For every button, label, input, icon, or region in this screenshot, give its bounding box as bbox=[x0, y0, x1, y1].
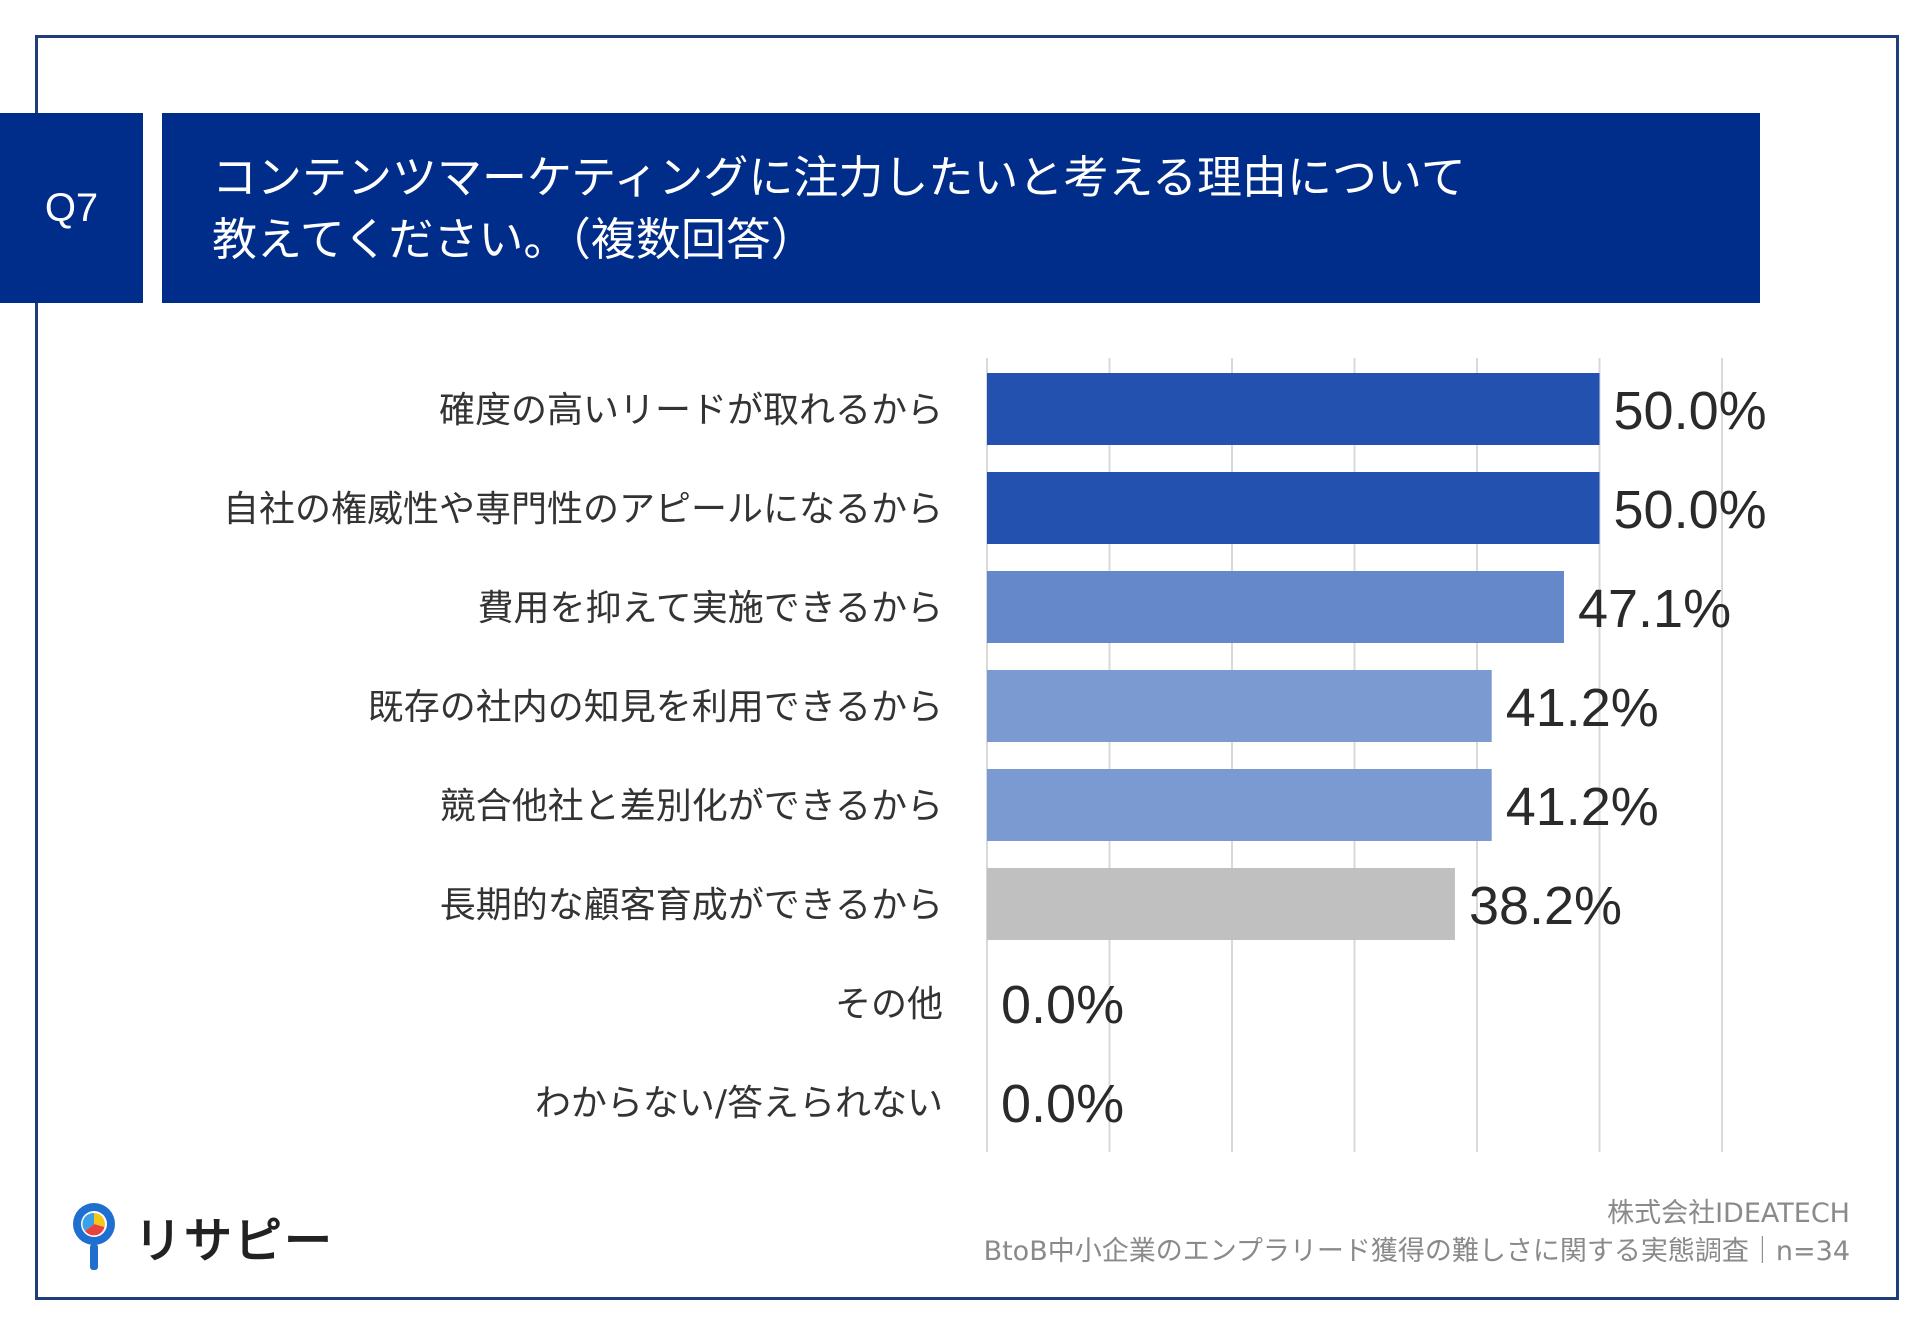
footer: 株式会社IDEATECH BtoB中小企業のエンプラリード獲得の難しさに関する実… bbox=[984, 1195, 1850, 1271]
category-label: 確度の高いリードが取れるから bbox=[439, 390, 943, 431]
bar bbox=[987, 571, 1564, 643]
question-badge: Q7 bbox=[0, 113, 143, 303]
bar bbox=[987, 769, 1492, 841]
value-label: 41.2% bbox=[1506, 777, 1659, 837]
category-label: その他 bbox=[835, 984, 943, 1025]
category-label: 費用を抑えて実施できるから bbox=[478, 588, 943, 629]
slide-frame bbox=[35, 35, 1899, 1300]
footer-survey: BtoB中小企業のエンプラリード獲得の難しさに関する実態調査｜n=34 bbox=[983, 1236, 1850, 1267]
value-label: 50.0% bbox=[1614, 381, 1767, 441]
bar bbox=[987, 472, 1600, 544]
value-label: 0.0% bbox=[1001, 975, 1124, 1035]
category-label: 既存の社内の知見を利用できるから bbox=[368, 687, 943, 728]
title-bar: コンテンツマーケティングに注力したいと考える理由について 教えてください。（複数… bbox=[162, 113, 1760, 303]
category-label: わからない/答えられない bbox=[535, 1083, 943, 1124]
footer-company: 株式会社IDEATECH bbox=[1607, 1198, 1850, 1229]
value-label: 41.2% bbox=[1506, 678, 1659, 738]
value-label: 47.1% bbox=[1578, 579, 1731, 639]
title-line-2: 教えてください。（複数回答） bbox=[212, 213, 816, 266]
value-label: 0.0% bbox=[1001, 1074, 1124, 1134]
category-label: 長期的な顧客育成ができるから bbox=[440, 885, 943, 926]
logo-text: リサピー bbox=[134, 1213, 335, 1269]
category-label: 競合他社と差別化ができるから bbox=[440, 786, 943, 827]
risapy-logo: リサピー bbox=[68, 1200, 334, 1272]
bar bbox=[987, 868, 1455, 940]
category-label: 自社の権威性や専門性のアピールになるから bbox=[223, 489, 943, 530]
value-label: 38.2% bbox=[1469, 876, 1622, 936]
title-line-1: コンテンツマーケティングに注力したいと考える理由について bbox=[212, 151, 1466, 204]
pin-icon bbox=[73, 1203, 115, 1270]
bar bbox=[987, 670, 1492, 742]
bar bbox=[987, 373, 1600, 445]
value-label: 50.0% bbox=[1614, 480, 1767, 540]
